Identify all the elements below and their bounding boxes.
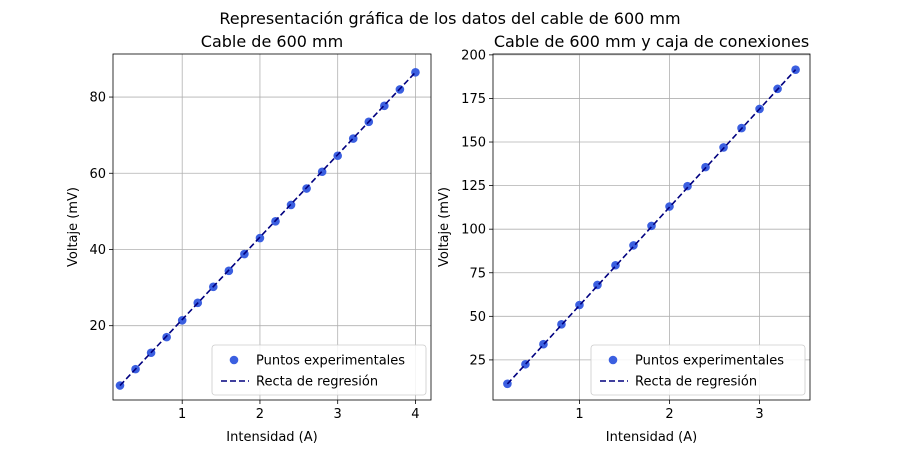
axes-frame <box>112 53 432 401</box>
chart-panel-cable-caja: Cable de 600 mm y caja de conexiones 1 2 3 2… <box>437 32 811 445</box>
legend-marker-points <box>229 355 239 365</box>
regression-line <box>506 69 797 385</box>
y-tick-label: 125 <box>461 179 486 194</box>
y-tick-label: 75 <box>469 266 486 281</box>
y-tick-label: 50 <box>469 310 486 325</box>
x-tick-label: 3 <box>334 407 342 422</box>
legend-marker-points <box>608 355 618 365</box>
y-tick-label: 150 <box>461 136 486 151</box>
x-tick-label: 1 <box>178 407 186 422</box>
y-tick-label: 100 <box>461 223 486 238</box>
legend-label-points: Puntos experimentales <box>256 354 405 369</box>
regression-line <box>119 71 417 387</box>
y-tick-label: 25 <box>469 353 486 368</box>
x-tick-label: 2 <box>665 407 673 422</box>
x-axis-label: Intensidad (A) <box>606 430 697 445</box>
chart-title: Cable de 600 mm <box>201 32 343 51</box>
y-tick-label: 20 <box>89 319 106 334</box>
legend: Puntos experimentales Recta de regresión <box>211 344 427 396</box>
y-tick-label: 200 <box>461 48 486 63</box>
data-point <box>791 65 800 74</box>
chart-title: Cable de 600 mm y caja de conexiones <box>494 32 809 51</box>
figure-suptitle: Representación gráfica de los datos del … <box>219 9 680 28</box>
y-tick-label: 40 <box>89 243 106 258</box>
x-tick-label: 2 <box>256 407 264 422</box>
plot-area <box>503 65 800 389</box>
y-tick-label: 80 <box>89 91 106 106</box>
x-tick-label: 1 <box>575 407 583 422</box>
legend-box <box>590 344 806 396</box>
y-tick-label: 175 <box>461 92 486 107</box>
legend-label-line: Recta de regresión <box>256 375 378 390</box>
axes-frame <box>492 53 811 401</box>
y-axis-label: Voltaje (mV) <box>66 187 81 267</box>
y-tick-label: 60 <box>89 167 106 182</box>
chart-panel-cable: Cable de 600 mm 1 2 3 4 20 40 60 80 Intensidad (A… <box>66 32 432 445</box>
legend-label-points: Puntos experimentales <box>635 354 784 369</box>
x-axis-label: Intensidad (A) <box>226 430 317 445</box>
legend: Puntos experimentales Recta de regresión <box>590 344 806 396</box>
legend-box <box>211 344 427 396</box>
x-tick-label: 3 <box>755 407 763 422</box>
legend-label-line: Recta de regresión <box>635 375 757 390</box>
y-axis-label: Voltaje (mV) <box>437 187 452 267</box>
data-point <box>683 181 692 191</box>
x-tick-label: 4 <box>411 407 419 422</box>
plot-area <box>115 67 420 390</box>
